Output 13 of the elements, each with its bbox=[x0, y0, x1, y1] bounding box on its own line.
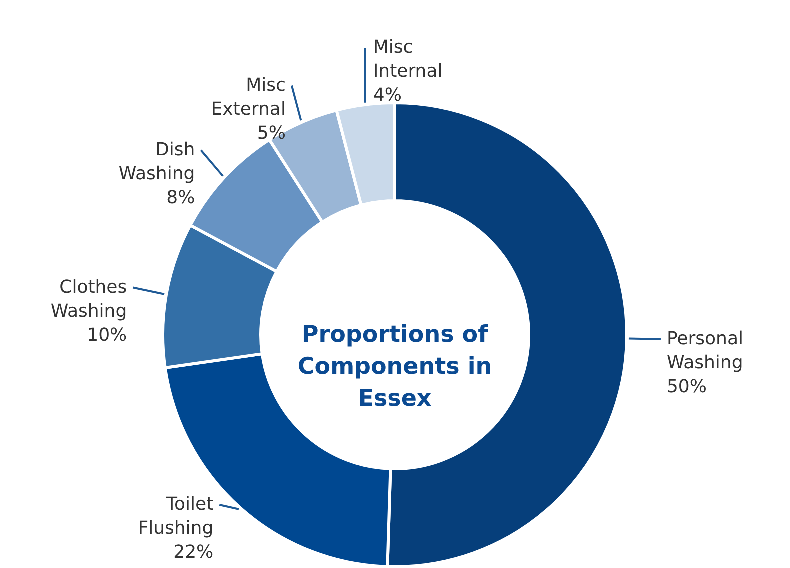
data-label: 10% bbox=[87, 324, 128, 346]
slice-label: Clothes Washing bbox=[50, 276, 128, 322]
data-label: 8% bbox=[166, 187, 196, 208]
text: Proportions of Components in Essex bbox=[298, 322, 492, 412]
data-label: 22% bbox=[174, 542, 214, 563]
slice-label: Dish Washing bbox=[118, 139, 196, 184]
slice-label: Misc External bbox=[211, 74, 286, 120]
slice-label: Personal Washing bbox=[666, 328, 744, 374]
data-label: 5% bbox=[257, 122, 286, 144]
data-label: 50% bbox=[666, 376, 707, 398]
data-label: 4% bbox=[373, 85, 402, 106]
slice-label: Toilet Flushing bbox=[138, 494, 214, 539]
slice-label: Misc Internal bbox=[373, 37, 443, 82]
